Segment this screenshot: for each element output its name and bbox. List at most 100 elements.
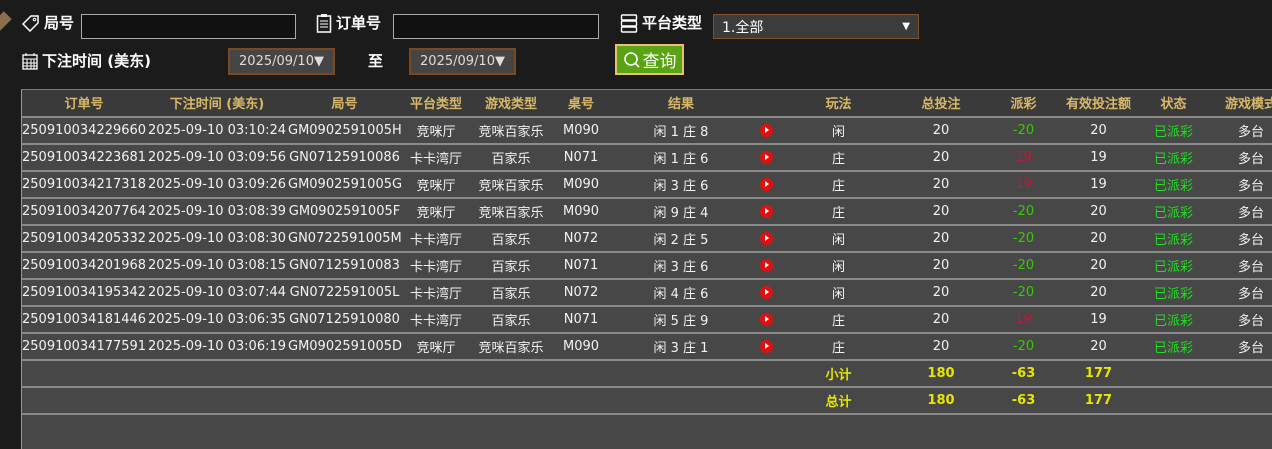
search-button[interactable]: 查询 [615, 44, 684, 75]
status-cell: 已派彩 [1136, 278, 1211, 307]
play-video-icon[interactable] [759, 150, 773, 164]
table-row[interactable]: 250910034223681 2025-09-10 03:09:56 GN0712… [22, 143, 1272, 172]
table-no-cell: M090 [551, 170, 611, 199]
column-header: 下注时间 (美东) [146, 89, 288, 118]
replay-cell[interactable] [751, 278, 781, 307]
empty-cell [751, 386, 781, 415]
summary-payout: -63 [986, 386, 1061, 415]
payout-cell: -20 [986, 278, 1061, 307]
bet-type-cell: 闲 [781, 224, 896, 253]
valid-bet-cell: 19 [1061, 143, 1136, 172]
empty-cell [551, 359, 611, 388]
result-cell: 闲 1 庄 6 [611, 143, 751, 172]
table-row[interactable]: 250910034229660 2025-09-10 03:10:24 GM0902… [22, 116, 1272, 145]
order-id-cell: 250910034223681 [22, 143, 146, 172]
calendar-icon [22, 52, 38, 70]
empty-cell [22, 359, 146, 388]
valid-bet-cell: 20 [1061, 278, 1136, 307]
table-row[interactable]: 250910034217318 2025-09-10 03:09:26 GM0902… [22, 170, 1272, 199]
column-header: 桌号 [551, 89, 611, 118]
result-cell: 闲 3 庄 6 [611, 170, 751, 199]
bet-type-cell: 闲 [781, 278, 896, 307]
payout-cell: -20 [986, 197, 1061, 226]
empty-cell [401, 386, 471, 415]
summary-payout: -63 [986, 359, 1061, 388]
empty-cell [146, 359, 288, 388]
platform-select[interactable]: 1.全部 ▼ [713, 14, 919, 39]
play-video-icon[interactable] [759, 123, 773, 137]
bet-records-table: 订单号 下注时间 (美东) 局号 平台类型 游戏类型 桌号 结果 玩法 总投注 派彩 有效投注额 状态… [21, 89, 1272, 449]
round-input[interactable] [81, 14, 296, 39]
game-mode-cell: 多台 [1211, 143, 1272, 172]
status-cell: 已派彩 [1136, 197, 1211, 226]
platform-cell: 竞咪厅 [401, 332, 471, 361]
table-no-cell: N072 [551, 278, 611, 307]
column-header: 结果 [611, 89, 751, 118]
table-row[interactable]: 250910034195342 2025-09-10 03:07:44 GN0722… [22, 278, 1272, 307]
table-no-cell: M090 [551, 332, 611, 361]
game-type-cell: 百家乐 [471, 251, 551, 280]
status-cell: 已派彩 [1136, 332, 1211, 361]
empty-cell [751, 359, 781, 388]
bet-time-cell: 2025-09-10 03:09:56 [146, 143, 288, 172]
replay-cell[interactable] [751, 305, 781, 334]
total-bet-cell: 20 [896, 170, 986, 199]
play-video-icon[interactable] [759, 204, 773, 218]
replay-cell[interactable] [751, 224, 781, 253]
order-id-cell: 250910034177591 [22, 332, 146, 361]
table-row[interactable]: 250910034177591 2025-09-10 03:06:19 GM0902… [22, 332, 1272, 361]
play-video-icon[interactable] [759, 339, 773, 353]
play-video-icon[interactable] [759, 285, 773, 299]
play-video-icon[interactable] [759, 231, 773, 245]
empty-cell [1136, 386, 1211, 415]
bet-type-cell: 庄 [781, 143, 896, 172]
play-video-icon[interactable] [759, 258, 773, 272]
to-label: 至 [368, 52, 384, 70]
valid-bet-cell: 20 [1061, 251, 1136, 280]
table-row[interactable]: 250910034201968 2025-09-10 03:08:15 GN0712… [22, 251, 1272, 280]
empty-cell [1211, 359, 1272, 388]
replay-cell[interactable] [751, 251, 781, 280]
play-video-icon[interactable] [759, 177, 773, 191]
status-cell: 已派彩 [1136, 224, 1211, 253]
column-header: 游戏类型 [471, 89, 551, 118]
round-id-cell: GN07125910080 [288, 305, 401, 334]
platform-cell: 卡卡湾厅 [401, 224, 471, 253]
empty-cell [471, 359, 551, 388]
summary-total-bet: 180 [896, 386, 986, 415]
table-row[interactable]: 250910034181446 2025-09-10 03:06:35 GN0712… [22, 305, 1272, 334]
order-input[interactable] [393, 14, 599, 39]
replay-cell[interactable] [751, 170, 781, 199]
column-header: 状态 [1136, 89, 1211, 118]
replay-cell[interactable] [751, 116, 781, 145]
date-from-picker[interactable]: 2025/09/10▼ [228, 48, 335, 75]
replay-cell[interactable] [751, 143, 781, 172]
date-to-picker[interactable]: 2025/09/10▼ [409, 48, 516, 75]
replay-cell[interactable] [751, 332, 781, 361]
platform-cell: 卡卡湾厅 [401, 278, 471, 307]
replay-cell[interactable] [751, 197, 781, 226]
empty-cell [471, 386, 551, 415]
bet-type-cell: 庄 [781, 197, 896, 226]
total-row: 总计 180 -63 177 [22, 386, 1272, 415]
valid-bet-cell: 20 [1061, 197, 1136, 226]
table-row[interactable]: 250910034207764 2025-09-10 03:08:39 GM0902… [22, 197, 1272, 226]
result-cell: 闲 2 庄 5 [611, 224, 751, 253]
subtotal-row: 小计 180 -63 177 [22, 359, 1272, 388]
round-id-cell: GN0722591005M [288, 224, 402, 253]
play-video-icon[interactable] [759, 312, 773, 326]
order-id-cell: 250910034229660 [22, 116, 146, 145]
platform-cell: 卡卡湾厅 [401, 251, 471, 280]
game-mode-cell: 多台 [1211, 197, 1272, 226]
total-bet-cell: 20 [896, 305, 986, 334]
game-type-cell: 百家乐 [471, 305, 551, 334]
bet-time-cell: 2025-09-10 03:07:44 [146, 278, 288, 307]
table-no-cell: N071 [551, 143, 611, 172]
game-type-cell: 竞咪百家乐 [471, 116, 551, 145]
game-mode-cell: 多台 [1211, 305, 1272, 334]
total-bet-cell: 20 [896, 278, 986, 307]
status-cell: 已派彩 [1136, 116, 1211, 145]
round-id-cell: GN07125910086 [288, 143, 401, 172]
table-row[interactable]: 250910034205332 2025-09-10 03:08:30 GN0722… [22, 224, 1272, 253]
payout-cell: 19 [986, 143, 1061, 172]
